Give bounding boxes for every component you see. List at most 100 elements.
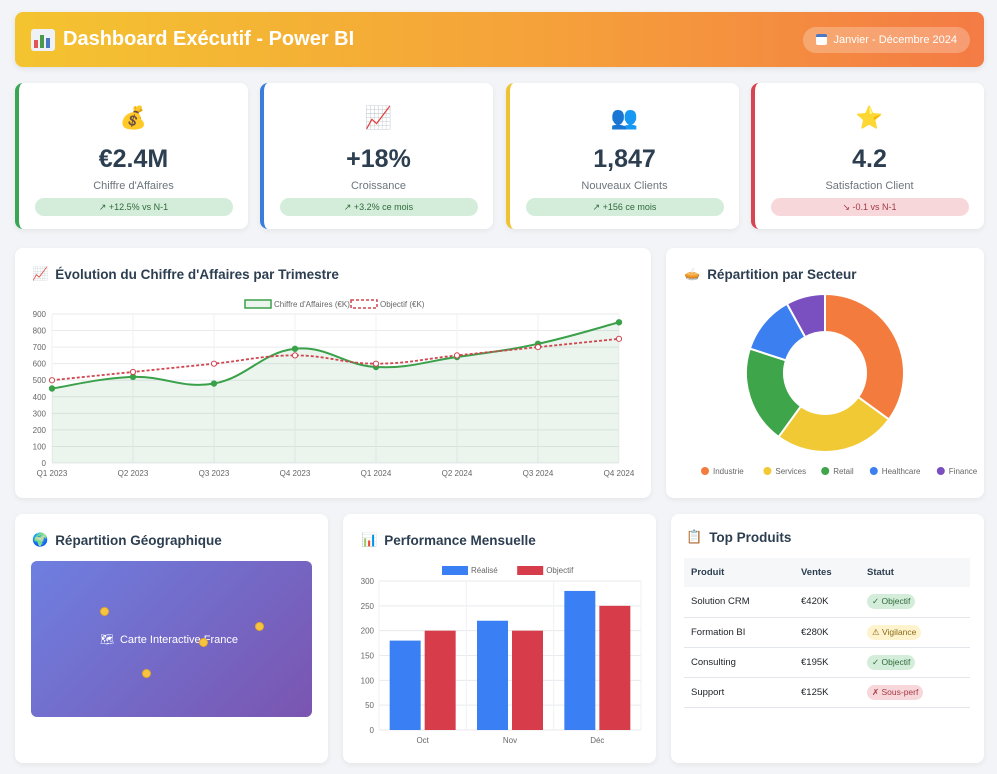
kpi-trend-badge: ↗ +3.2% ce mois: [279, 198, 478, 216]
legend-label: Retail: [833, 467, 854, 476]
y-tick-label: 900: [33, 310, 47, 319]
table-row[interactable]: Consulting €195K ✓ Objectif: [684, 647, 970, 678]
bar-objectif: [599, 605, 631, 730]
bar-ralis: [389, 640, 421, 730]
money-bag-icon: 💰: [119, 105, 148, 130]
column-header-sales[interactable]: Ventes: [794, 558, 860, 587]
kpi-card-new-clients[interactable]: 👥 1,847 Nouveaux Clients ↗ +156 ce mois: [506, 83, 739, 229]
y-tick-label: 250: [361, 602, 375, 611]
status-badge: ✓ Objectif: [867, 654, 916, 670]
y-tick-label: 0: [370, 726, 375, 735]
table-row[interactable]: Solution CRM €420K ✓ Objectif: [684, 587, 970, 618]
legend-swatch: [442, 566, 468, 575]
chart-up-icon: 📈: [32, 266, 49, 281]
legend-swatch: [517, 566, 544, 575]
map-label: 🗺 Carte Interactive France: [100, 633, 238, 647]
bar-ralis: [564, 590, 596, 730]
map-pin[interactable]: [255, 622, 264, 631]
y-tick-label: 200: [361, 627, 375, 636]
kpi-label: Nouveaux Clients: [581, 180, 668, 192]
top-products-title-text: Top Produits: [709, 529, 792, 545]
table-header-row: Produit Ventes Statut: [684, 558, 970, 587]
legend-label: Healthcare: [882, 467, 921, 476]
x-tick-label: Nov: [503, 736, 517, 745]
y-tick-label: 300: [33, 409, 47, 418]
top-products-card: 📋 Top Produits Produit Ventes Statut Sol…: [671, 514, 984, 763]
column-header-product[interactable]: Produit: [684, 558, 794, 587]
map-icon: 🗺: [100, 634, 114, 646]
sector-chart-title: 🥧 Répartition par Secteur: [684, 266, 856, 282]
calendar-icon: [816, 34, 828, 45]
performance-card: 📊 Performance Mensuelle 0 50 100 150 200 250 3…: [343, 514, 656, 763]
x-tick-label: Q1 2024: [361, 469, 392, 478]
table-row[interactable]: Support €125K ✗ Sous-perf: [684, 677, 970, 708]
legend-swatch: [821, 467, 830, 475]
doughnut-slice-finance: [785, 292, 826, 339]
x-tick-label: Q3 2024: [523, 469, 554, 478]
map-pin[interactable]: [142, 669, 151, 678]
column-header-status[interactable]: Statut: [860, 558, 970, 587]
y-tick-label: 100: [33, 442, 47, 451]
map-pin[interactable]: [100, 607, 109, 616]
map-pin[interactable]: [199, 638, 208, 647]
clipboard-icon: 📋: [686, 529, 703, 544]
geo-card-title: 🌍 Répartition Géographique: [32, 532, 222, 548]
star-icon: ⭐: [855, 105, 884, 130]
kpi-card-growth[interactable]: 📈 +18% Croissance ↗ +3.2% ce mois: [260, 83, 493, 229]
chart-up-icon: 📈: [364, 105, 393, 130]
france-map[interactable]: 🗺 Carte Interactive France: [31, 561, 312, 717]
y-tick-label: 0: [42, 459, 47, 468]
revenue-point: [291, 345, 299, 352]
y-tick-label: 700: [33, 343, 47, 352]
table-row[interactable]: Formation BI €280K ⚠ Vigilance: [684, 617, 970, 648]
target-point: [372, 360, 380, 367]
revenue-point: [129, 373, 137, 381]
kpi-trend-badge: ↗ +12.5% vs N-1: [34, 198, 233, 216]
product-name: Formation BI: [684, 617, 794, 648]
y-tick-label: 100: [361, 676, 375, 685]
product-name: Support: [684, 677, 794, 708]
geo-card-title-text: Répartition Géographique: [55, 532, 222, 548]
pie-chart-icon: 🥧: [684, 266, 701, 281]
target-point: [129, 368, 137, 376]
sector-chart-card: 🥧 Répartition par Secteur Industrie Servi…: [666, 248, 984, 498]
status-badge: ✗ Sous-perf: [867, 684, 924, 700]
revenue-chart-title-text: Évolution du Chiffre d'Affaires par Trim…: [55, 266, 339, 282]
y-tick-label: 500: [33, 376, 47, 385]
revenue-series-line: [51, 321, 620, 390]
x-tick-label: Q1 2023: [37, 469, 68, 478]
sector-doughnut-chart[interactable]: Industrie Services Retail Healthcare Finance: [666, 248, 984, 498]
target-point: [615, 335, 623, 342]
kpi-label: Chiffre d'Affaires: [93, 180, 174, 192]
date-range-filter[interactable]: Janvier - Décembre 2024: [803, 26, 970, 53]
kpi-card-satisfaction[interactable]: ⭐ 4.2 Satisfaction Client ↘ -0.1 vs N-1: [751, 83, 984, 229]
legend-swatch: [701, 467, 709, 475]
y-tick-label: 200: [33, 426, 47, 435]
y-tick-label: 300: [361, 577, 375, 586]
bar-objectif: [424, 630, 456, 730]
kpi-trend-badge: ↗ +156 ce mois: [525, 198, 724, 216]
revenue-area: [52, 322, 619, 463]
y-tick-label: 800: [33, 327, 47, 336]
target-point: [534, 344, 542, 351]
status-badge: ✓ Objectif: [867, 594, 916, 610]
kpi-value: 1,847: [593, 145, 656, 173]
globe-icon: 🌍: [32, 532, 49, 547]
legend-label-target: Objectif (€K): [380, 300, 425, 309]
x-tick-label: Q2 2023: [118, 469, 149, 478]
top-products-table: Produit Ventes Statut Solution CRM €420K…: [684, 558, 970, 708]
legend-label: Finance: [949, 467, 978, 476]
target-point: [291, 352, 299, 359]
bar-ralis: [477, 620, 508, 730]
people-icon: 👥: [610, 105, 639, 130]
product-name: Solution CRM: [684, 587, 794, 618]
target-series-line: [51, 337, 620, 382]
kpi-card-revenue[interactable]: 💰 €2.4M Chiffre d'Affaires ↗ +12.5% vs N…: [15, 83, 248, 229]
product-name: Consulting: [684, 647, 794, 678]
kpi-label: Satisfaction Client: [825, 180, 914, 192]
kpi-value: 4.2: [852, 145, 887, 173]
performance-bar-chart[interactable]: 0 50 100 150 200 250 300 Oct Nov Déc Réalisé Object…: [343, 514, 656, 763]
revenue-line-chart[interactable]: 0 100 200 300 400 500 600 700 800 900 Q1 2023 Q2 20…: [15, 248, 651, 498]
x-tick-label: Q3 2023: [199, 469, 230, 478]
sector-chart-title-text: Répartition par Secteur: [707, 266, 857, 282]
